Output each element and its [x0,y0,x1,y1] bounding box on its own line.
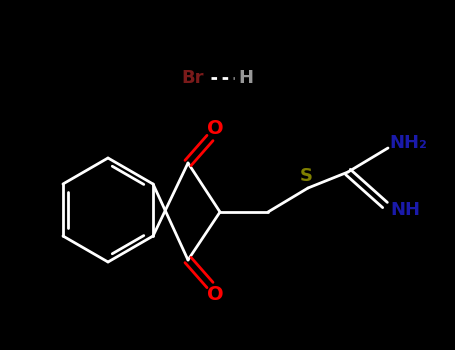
Text: NH: NH [390,201,420,219]
Text: S: S [299,167,313,185]
Text: O: O [207,286,223,304]
Text: O: O [207,119,223,138]
Text: Br: Br [182,69,204,87]
Text: NH₂: NH₂ [389,134,427,152]
Text: H: H [238,69,253,87]
